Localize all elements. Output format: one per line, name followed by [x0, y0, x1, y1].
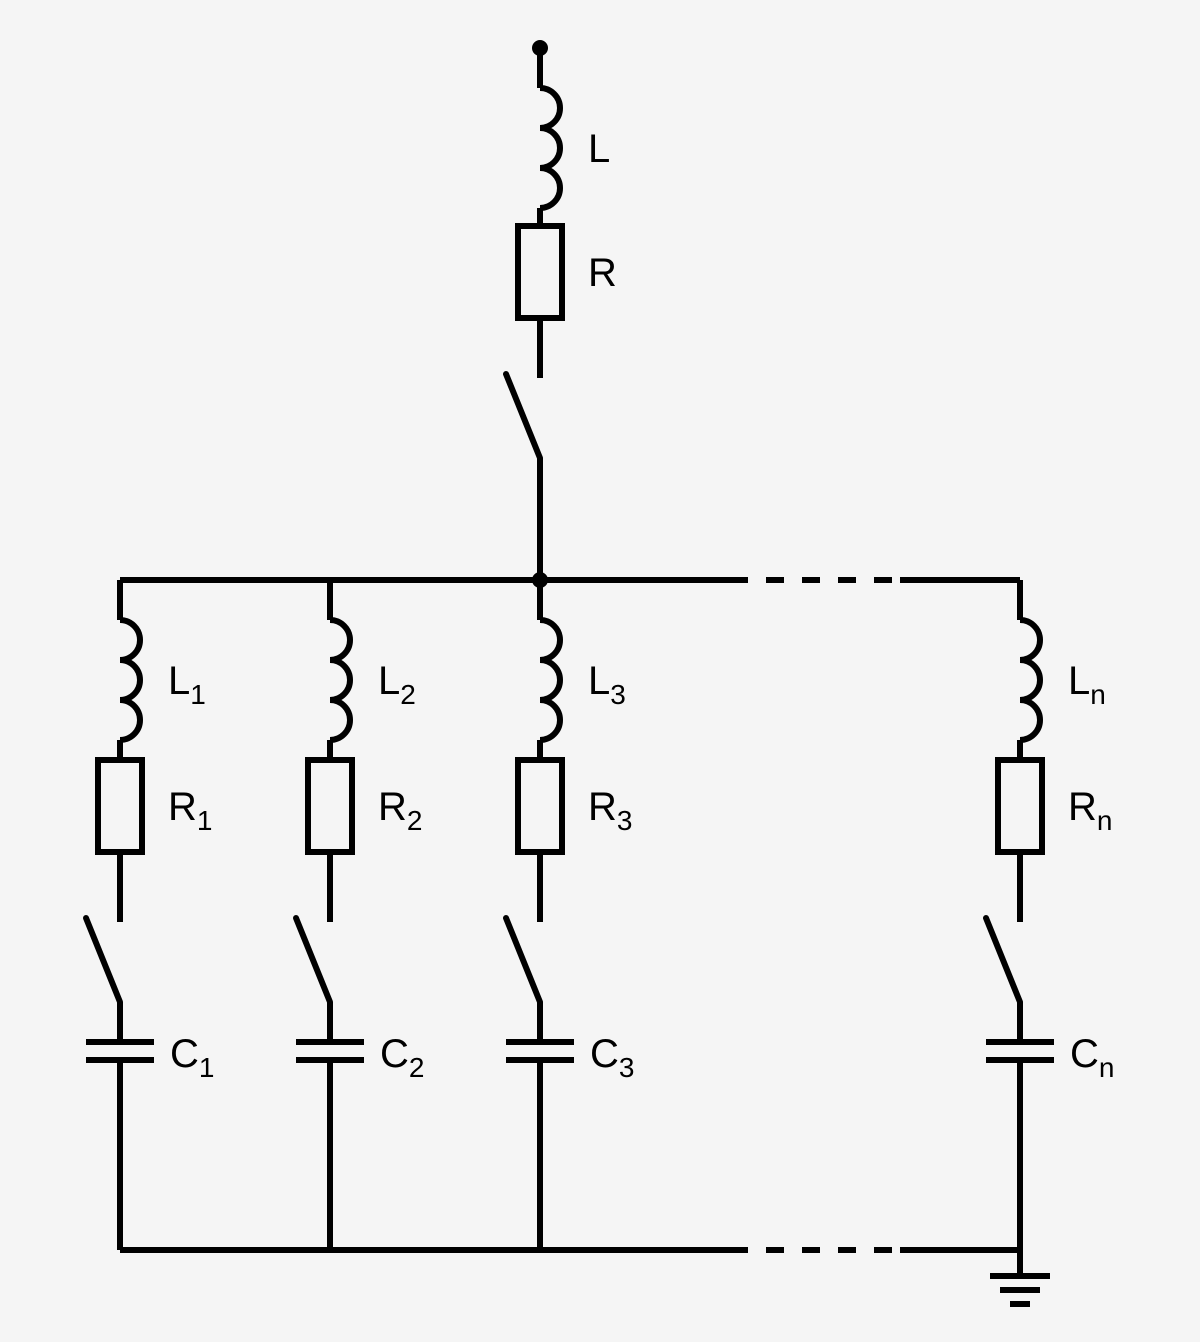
resistor — [98, 760, 142, 852]
label-R: R — [588, 251, 617, 295]
resistor — [518, 226, 562, 318]
resistor — [518, 760, 562, 852]
label-L: L — [588, 127, 610, 171]
resistor — [998, 760, 1042, 852]
resistor — [308, 760, 352, 852]
